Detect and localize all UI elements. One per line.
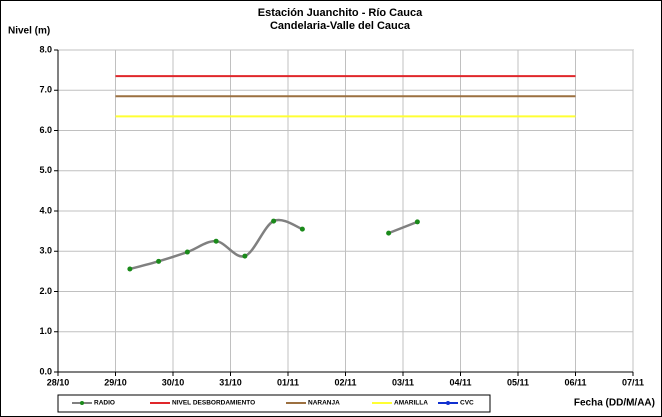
legend-label: NIVEL DESBORDAMIENTO <box>172 400 255 407</box>
data-point <box>414 219 420 225</box>
data-point <box>386 230 392 236</box>
legend-label: NARANJA <box>308 400 340 407</box>
x-tick-label: 28/10 <box>47 377 70 387</box>
chart-subtitle: Candelaria-Valle del Cauca <box>270 20 411 32</box>
y-tick-label: 5.0 <box>39 165 52 175</box>
data-point <box>242 253 248 259</box>
legend-label: RADIO <box>94 400 115 407</box>
data-point <box>299 226 305 232</box>
x-tick-label: 02/11 <box>334 377 356 387</box>
y-tick-label: 1.0 <box>39 326 52 336</box>
x-tick-label: 05/11 <box>507 377 529 387</box>
data-point <box>184 249 190 255</box>
data-point <box>213 238 219 244</box>
data-point <box>156 258 162 264</box>
y-tick-label: 6.0 <box>39 125 52 135</box>
x-tick-label: 01/11 <box>277 377 299 387</box>
y-tick-label: 8.0 <box>39 44 52 54</box>
legend-label: AMARILLA <box>394 400 428 407</box>
y-tick-label: 4.0 <box>39 205 52 215</box>
x-tick-label: 30/10 <box>162 377 185 387</box>
legend <box>57 394 491 413</box>
x-tick-label: 03/11 <box>392 377 414 387</box>
y-tick-label: 0.0 <box>39 366 52 376</box>
x-tick-label: 04/11 <box>449 377 471 387</box>
y-tick-label: 2.0 <box>39 286 52 296</box>
legend-label: CVC <box>460 400 474 407</box>
x-tick-label: 31/10 <box>219 377 242 387</box>
y-axis-label: Nivel (m) <box>8 26 50 37</box>
x-tick-label: 06/11 <box>564 377 586 387</box>
chart-title: Estación Juanchito - Río Cauca <box>258 7 423 19</box>
y-tick-label: 7.0 <box>39 85 52 95</box>
x-tick-label: 29/10 <box>104 377 127 387</box>
data-point <box>127 266 133 272</box>
y-tick-label: 3.0 <box>39 246 52 256</box>
data-point <box>271 218 277 224</box>
legend-marker <box>446 401 450 405</box>
legend-marker <box>80 401 84 405</box>
x-tick-label: 07/11 <box>622 377 644 387</box>
x-axis-label: Fecha (DD/M/AA) <box>574 398 655 409</box>
